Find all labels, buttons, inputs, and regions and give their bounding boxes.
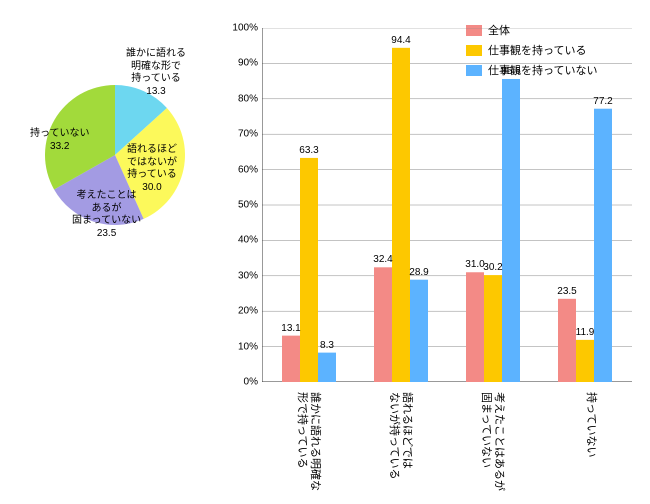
y-tick-label: 50%	[226, 200, 258, 211]
bar	[318, 353, 336, 382]
bar	[392, 48, 410, 382]
pie-slice-label-text: 語れるほど ではないが 持っている	[127, 144, 177, 182]
bar-value-label: 28.9	[409, 267, 428, 278]
y-tick-label: 10%	[226, 341, 258, 352]
y-tick-label: 30%	[226, 270, 258, 281]
pie-slice-label-text: 持っていない	[30, 128, 90, 141]
bar	[502, 79, 520, 382]
pie-slice-label: 誰かに語れる 明確な形で 持っている13.3	[126, 48, 186, 98]
y-tick-label: 60%	[226, 164, 258, 175]
bar-value-label: 11.9	[576, 327, 595, 338]
category-label: 考えたことはあるが 固まっていない	[479, 392, 505, 491]
bar-value-label: 30.2	[483, 262, 502, 273]
bar	[466, 272, 484, 382]
pie-slice-value: 33.2	[30, 141, 90, 154]
bar	[410, 280, 428, 382]
category-label: 誰かに語れる明確な 形で持っている	[295, 392, 321, 491]
y-tick-label: 70%	[226, 129, 258, 140]
bar-value-label: 8.3	[320, 340, 334, 351]
category-label: 語れるほどでは ないが持っている	[387, 392, 413, 479]
bar-value-label: 23.5	[557, 286, 576, 297]
y-tick-label: 0%	[226, 377, 258, 388]
pie-slice-label: 語れるほど ではないが 持っている30.0	[127, 144, 177, 194]
bar-value-label: 94.4	[391, 35, 410, 46]
pie-slice-label-text: 誰かに語れる 明確な形で 持っている	[126, 48, 186, 86]
y-tick-label: 40%	[226, 235, 258, 246]
bar-value-label: 63.3	[299, 145, 318, 156]
bar-value-label: 32.4	[373, 254, 392, 265]
bar	[576, 340, 594, 382]
y-tick-label: 80%	[226, 93, 258, 104]
pie-slice-value: 13.3	[126, 86, 186, 99]
y-tick-label: 20%	[226, 306, 258, 317]
bar-value-label: 13.1	[281, 323, 300, 334]
y-tick-label: 90%	[226, 58, 258, 69]
bar-value-label: 77.2	[593, 96, 612, 107]
bar	[300, 158, 318, 382]
bar	[594, 109, 612, 382]
pie-slice-value: 23.5	[72, 228, 141, 241]
pie-slice-label: 持っていない33.2	[30, 128, 90, 153]
pie-slice-label: 考えたことは あるが 固まっていない23.5	[72, 190, 141, 240]
category-label: 持っていない	[584, 392, 597, 457]
y-tick-label: 100%	[226, 23, 258, 34]
bar	[374, 267, 392, 382]
bar	[484, 275, 502, 382]
bar	[282, 336, 300, 382]
bar	[558, 299, 576, 382]
pie-slice-label-text: 考えたことは あるが 固まっていない	[72, 190, 141, 228]
bar-value-label: 31.0	[465, 259, 484, 270]
bar-value-label: 85.6	[501, 66, 520, 77]
